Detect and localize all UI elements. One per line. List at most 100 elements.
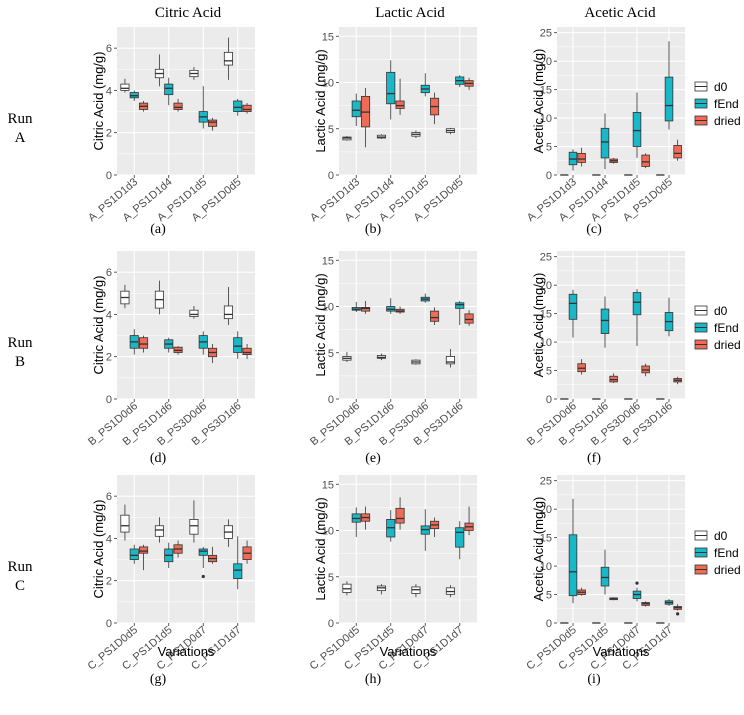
box-dried-A_PS1D1d4 [395, 78, 405, 115]
y-tick-label: 6 [106, 43, 112, 55]
box-dried-B_PS3D0d6 [430, 307, 440, 325]
x-axis-title: Variations [158, 644, 215, 659]
panel-letter: (h) [365, 672, 382, 687]
y-axis-title: Lactic Acid (mg/g) [313, 49, 328, 152]
box-dried-A_PS1D1d4 [609, 157, 618, 164]
box-body [189, 309, 199, 317]
y-tick-label: 20 [540, 56, 552, 68]
box-body [164, 83, 174, 96]
box-fEnd-C_PS1D1d5 [386, 510, 396, 542]
column-title-citric: Citric Acid [155, 5, 222, 21]
y-tick-label: 5 [328, 124, 334, 136]
box-body [208, 119, 218, 127]
y-tick-label: 0 [106, 618, 112, 630]
box-d0-C_PS1D1d7 [223, 519, 233, 547]
box-dried-A_PS1D1d5 [430, 92, 440, 125]
box-d0-C_PS1D1d7 [445, 585, 455, 598]
panel-a: 0246A_PS1D1d3A_PS1D1d4A_PS1D1d5A_PS1D0d5… [86, 27, 255, 237]
box-fEnd-B_PS1D1d6 [386, 298, 396, 314]
box-dried-C_PS1D1d5 [173, 540, 183, 558]
y-tick-label: 0 [546, 618, 552, 630]
box-fEnd-A_PS1D0d5 [664, 41, 674, 130]
run-label-c-line2: C [15, 578, 25, 594]
box-fEnd-A_PS1D1d4 [600, 113, 610, 170]
y-axis-title: Acetic Acid (mg/g) [531, 497, 546, 602]
box-body [445, 356, 455, 365]
box-dried-B_PS3D1d6 [464, 310, 474, 326]
box-body [129, 548, 139, 560]
box-d0-B_PS1D0d6 [342, 351, 352, 362]
y-tick-label: 25 [540, 252, 552, 264]
box-fEnd-C_PS1D1d7 [455, 521, 465, 560]
box-body [386, 71, 396, 105]
y-tick-label: 15 [322, 479, 334, 491]
box-dried-B_PS3D1d6 [242, 344, 252, 359]
y-tick-label: 10 [322, 526, 334, 538]
box-body [120, 514, 130, 533]
panel-background [557, 27, 685, 175]
box-dried-B_PS1D1d6 [395, 306, 405, 314]
box-body [430, 310, 440, 322]
box-d0-A_PS1D1d4 [376, 134, 386, 139]
panel-background [557, 251, 685, 399]
box-body [233, 100, 243, 112]
y-axis-title: Citric Acid (mg/g) [91, 500, 106, 599]
y-axis-title: Acetic Acid (mg/g) [531, 273, 546, 378]
panel-e: 051015B_PS1D0d6B_PS1D1d6B_PS3D0d6B_PS3D1… [308, 251, 477, 466]
y-tick-label: 15 [322, 255, 334, 267]
legend-a-d0-label: d0 [714, 80, 728, 94]
box-body [242, 347, 252, 355]
box-body [242, 104, 252, 112]
y-tick-label: 4 [106, 309, 112, 321]
y-tick-label: 0 [328, 394, 334, 406]
box-d0-A_PS1D1d4 [154, 54, 164, 87]
panel-letter: (i) [587, 672, 601, 687]
legend-a-fend-label: fEnd [714, 97, 739, 111]
legend-run-c: d0 fEnd dried [694, 529, 741, 577]
box-dried-C_PS1D1d7 [242, 540, 252, 564]
panel-letter: (a) [150, 222, 166, 237]
y-tick-label: 5 [328, 572, 334, 584]
box-fEnd-A_PS1D1d3 [351, 93, 361, 126]
box-body [361, 307, 371, 312]
y-tick-label: 4 [106, 533, 112, 545]
x-axis-title: Variations [380, 644, 437, 659]
panel-letter: (g) [150, 672, 167, 687]
box-dried-C_PS1D0d7 [208, 546, 218, 564]
box-dried-C_PS1D0d5 [139, 544, 149, 571]
legend-c-fend-label: fEnd [714, 546, 739, 560]
box-dried-B_PS1D0d6 [361, 300, 371, 314]
panel-letter: (f) [587, 451, 601, 466]
box-d0-B_PS3D1d6 [445, 349, 455, 368]
box-fEnd-B_PS1D1d6 [600, 296, 610, 348]
panel-background [339, 251, 477, 399]
box-body [233, 337, 243, 353]
box-fEnd-A_PS1D1d4 [386, 60, 396, 120]
panel-g: 0246C_PS1D0d5C_PS1D1d5C_PS1D0d7C_PS1D1d7… [86, 475, 255, 687]
box-fEnd-B_PS3D0d6 [198, 331, 208, 355]
box-fEnd-B_PS1D0d6 [351, 301, 361, 313]
box-body [600, 127, 610, 159]
legend-c-dried-label: dried [714, 563, 741, 577]
x-axis-title: Variations [593, 644, 650, 659]
panels: 0246A_PS1D1d3A_PS1D1d4A_PS1D1d5A_PS1D0d5… [86, 27, 685, 687]
box-fEnd-C_PS1D1d7 [233, 536, 243, 590]
panel-letter: (d) [150, 451, 167, 466]
box-d0-B_PS1D1d6 [154, 280, 164, 315]
y-tick-label: 10 [540, 337, 552, 349]
box-d0-C_PS1D0d5 [120, 504, 130, 541]
box-d0-B_PS1D1d6 [376, 353, 386, 361]
y-tick-label: 15 [540, 309, 552, 321]
panel-i: 0510152025C_PS1D0d5C_PS1D1d5C_PS1D0d7C_P… [524, 475, 685, 687]
panel-background [117, 27, 255, 175]
box-dried-A_PS1D1d5 [641, 153, 650, 169]
box-body [455, 527, 465, 548]
y-tick-label: 4 [106, 85, 112, 97]
box-body [600, 566, 610, 587]
box-fEnd-C_PS1D1d5 [600, 549, 610, 595]
run-label-a-line1: Run [7, 111, 33, 127]
legend-b-dried-label: dried [714, 338, 741, 352]
box-body [464, 313, 474, 324]
panel-d: 0246B_PS1D0d6B_PS1D1d6B_PS3D0d6B_PS3D1d6… [86, 251, 255, 466]
box-fEnd-B_PS1D0d6 [129, 329, 139, 355]
